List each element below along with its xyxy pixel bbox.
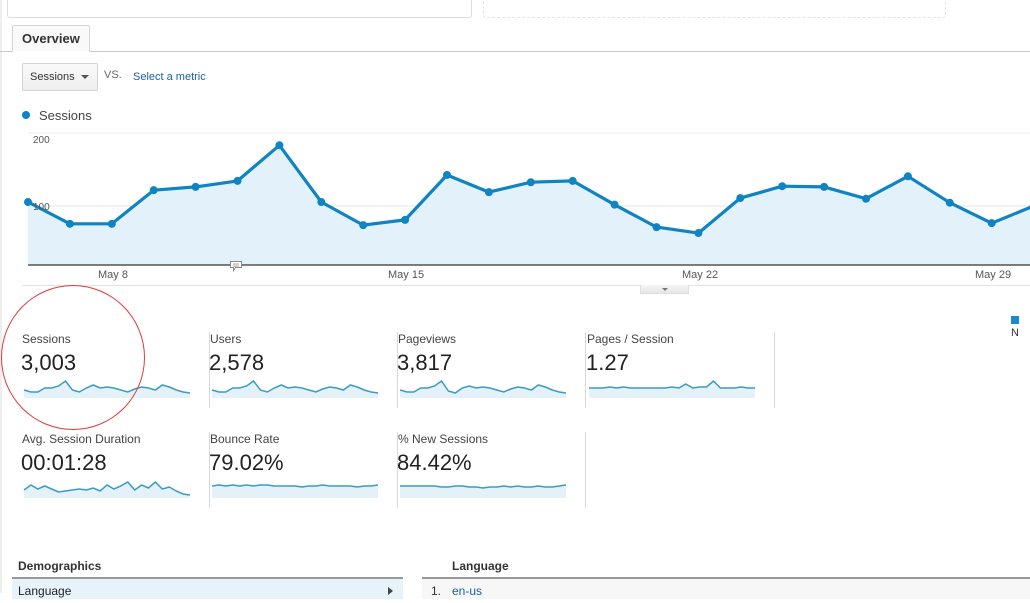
metric-select-value: Sessions bbox=[30, 71, 75, 83]
scorecard-label: Pages / Session bbox=[587, 332, 674, 346]
scorecard-label: Pageviews bbox=[398, 332, 456, 346]
scorecard-bounce-rate[interactable]: Bounce Rate 79.02% bbox=[210, 432, 398, 512]
language-row: 1. en-us bbox=[422, 579, 1030, 599]
tab-overview[interactable]: Overview bbox=[12, 25, 90, 52]
x-tick-may-15: May 15 bbox=[388, 269, 424, 281]
scorecard-value: 84.42% bbox=[397, 450, 472, 476]
scorecard-new-sessions[interactable]: % New Sessions 84.42% bbox=[398, 432, 586, 512]
chart-collapse-toggle[interactable] bbox=[640, 285, 689, 294]
chevron-right-icon bbox=[388, 587, 393, 595]
chart-divider bbox=[22, 285, 1030, 286]
scorecard-value: 3,817 bbox=[397, 350, 452, 376]
chart-legend: Sessions bbox=[22, 108, 92, 123]
chart-legend-label: Sessions bbox=[39, 108, 92, 123]
scorecard-pageviews[interactable]: Pageviews 3,817 bbox=[398, 332, 586, 412]
scorecard-value: 1.27 bbox=[586, 350, 629, 376]
sparkline bbox=[211, 376, 379, 400]
scorecard-pages-per-session[interactable]: Pages / Session 1.27 bbox=[587, 332, 775, 412]
x-tick-may-22: May 22 bbox=[682, 269, 718, 281]
y-tick-100: 100 bbox=[33, 202, 50, 213]
x-tick-may-8: May 8 bbox=[98, 269, 128, 281]
right-legend: N bbox=[1011, 315, 1030, 339]
demographics-row-label: Language bbox=[18, 584, 71, 598]
y-tick-200: 200 bbox=[33, 135, 50, 146]
language-rank: 1. bbox=[431, 579, 441, 603]
scorecard-separator bbox=[774, 332, 775, 408]
language-code-link[interactable]: en-us bbox=[452, 579, 482, 603]
sparkline bbox=[399, 476, 567, 500]
segment-card-active[interactable] bbox=[7, 0, 472, 18]
chart-canvas[interactable] bbox=[0, 125, 1030, 290]
scorecard-label: % New Sessions bbox=[398, 432, 488, 446]
scorecard-value: 3,003 bbox=[21, 350, 76, 376]
sparkline bbox=[23, 376, 191, 400]
scorecard-value: 00:01:28 bbox=[21, 450, 107, 476]
scorecard-sessions[interactable]: Sessions 3,003 bbox=[22, 332, 210, 412]
scorecard-label: Users bbox=[210, 332, 241, 346]
legend-square-icon bbox=[1011, 316, 1019, 324]
sparkline bbox=[588, 376, 756, 400]
sparkline bbox=[211, 476, 379, 500]
sparkline bbox=[23, 476, 191, 500]
scorecard-value: 2,578 bbox=[209, 350, 264, 376]
series-dot-icon bbox=[22, 111, 30, 119]
scorecard-avg-session-duration[interactable]: Avg. Session Duration 00:01:28 bbox=[22, 432, 210, 512]
chevron-down-icon bbox=[81, 75, 89, 79]
scorecard-label: Bounce Rate bbox=[210, 432, 279, 446]
vs-label: VS. bbox=[104, 69, 122, 81]
page-left-border bbox=[0, 0, 2, 593]
sparkline bbox=[399, 376, 567, 400]
language-title: Language bbox=[452, 559, 509, 573]
tab-bar bbox=[0, 51, 1030, 52]
sessions-line-chart[interactable]: 200 100 May 8 May 15 May 22 May 29 bbox=[0, 125, 1030, 290]
x-tick-may-29: May 29 bbox=[975, 269, 1011, 281]
scorecard-label: Sessions bbox=[22, 332, 71, 346]
scorecard-label: Avg. Session Duration bbox=[22, 432, 141, 446]
scorecard-value: 79.02% bbox=[209, 450, 284, 476]
right-legend-label: N bbox=[1011, 327, 1019, 339]
chevron-down-icon bbox=[662, 288, 668, 291]
scorecard-separator bbox=[585, 432, 586, 508]
select-metric-link[interactable]: Select a metric bbox=[133, 71, 206, 83]
scorecard-users[interactable]: Users 2,578 bbox=[210, 332, 398, 412]
annotation-icon[interactable] bbox=[229, 260, 243, 272]
segment-card-add[interactable] bbox=[483, 0, 946, 18]
demographics-title: Demographics bbox=[18, 559, 101, 573]
metric-select-dropdown[interactable]: Sessions bbox=[22, 63, 98, 91]
demographics-row-language[interactable]: Language bbox=[12, 579, 403, 599]
